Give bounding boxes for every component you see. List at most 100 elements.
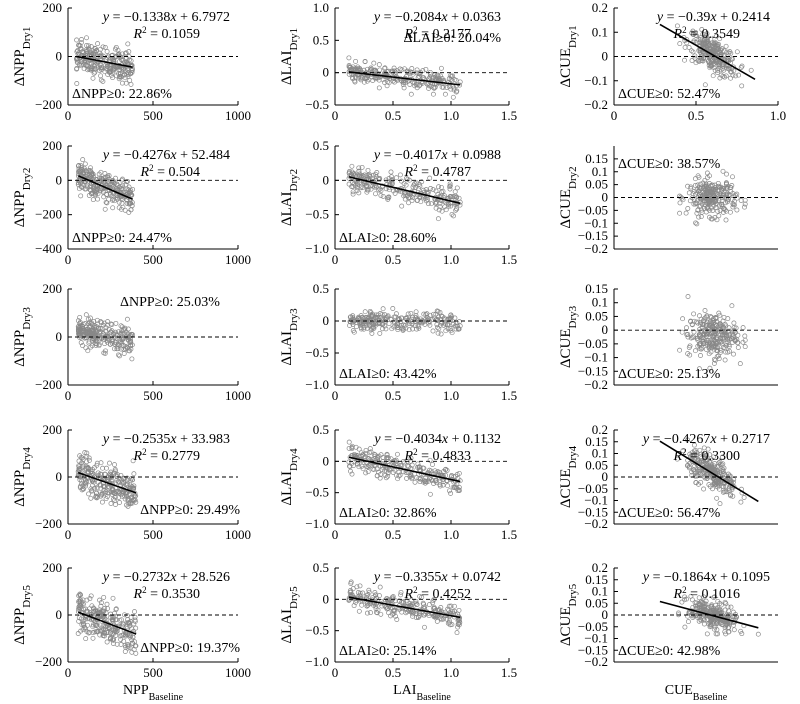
data-point xyxy=(363,183,369,188)
data-point xyxy=(720,168,726,174)
data-point xyxy=(693,191,699,197)
data-point xyxy=(380,193,386,199)
data-point xyxy=(124,477,130,483)
data-point xyxy=(706,343,712,349)
data-point xyxy=(714,217,720,223)
data-point xyxy=(128,187,134,193)
data-point xyxy=(735,345,741,350)
y-tick-label: 0 xyxy=(56,329,63,344)
data-point xyxy=(356,190,362,196)
data-point xyxy=(354,179,360,185)
data-point xyxy=(451,87,457,93)
data-point xyxy=(103,348,108,354)
data-point xyxy=(416,186,422,192)
y-axis-label: ΔLAIDry2 xyxy=(279,169,300,226)
data-point xyxy=(690,31,696,37)
data-point xyxy=(101,320,107,326)
positive-change-percentage: ΔCUE≥0: 52.47% xyxy=(618,87,721,102)
y-tick-label: −0.2 xyxy=(584,241,608,256)
positive-change-percentage: ΔLAI≥0: 28.60% xyxy=(339,231,437,246)
data-point xyxy=(697,346,703,352)
regression-equation: y = −0.2732x + 28.526 xyxy=(101,570,230,585)
data-point xyxy=(683,210,689,216)
data-point xyxy=(447,186,453,192)
x-tick-label: 1.5 xyxy=(501,108,517,123)
data-point xyxy=(401,193,407,199)
data-point xyxy=(711,330,717,336)
data-point xyxy=(715,328,721,334)
x-tick-label: 0.5 xyxy=(385,108,401,123)
data-point xyxy=(730,331,736,337)
data-point xyxy=(399,315,405,321)
data-point xyxy=(132,609,137,615)
y-tick-label: −0.5 xyxy=(305,207,329,222)
data-point xyxy=(85,469,91,475)
data-point xyxy=(78,329,84,335)
data-point xyxy=(104,639,110,645)
data-point xyxy=(699,337,705,343)
y-tick-label: 0 xyxy=(602,322,609,337)
data-point xyxy=(711,319,717,325)
data-point xyxy=(128,190,133,196)
data-point xyxy=(350,313,356,319)
y-tick-label: 0.2 xyxy=(592,560,608,575)
data-point xyxy=(358,322,364,328)
data-point xyxy=(362,172,368,178)
data-point xyxy=(389,68,395,74)
y-axis-label: ΔNPPDry3 xyxy=(12,307,33,367)
data-point xyxy=(353,324,359,330)
data-point xyxy=(724,197,730,203)
data-point xyxy=(722,207,728,213)
data-point xyxy=(693,200,699,206)
data-point xyxy=(103,329,109,335)
data-point xyxy=(103,489,109,494)
data-point xyxy=(438,615,444,621)
data-point xyxy=(76,466,82,472)
data-point xyxy=(694,210,700,216)
data-point xyxy=(110,184,116,190)
data-point xyxy=(696,189,702,194)
data-point xyxy=(410,192,416,198)
data-point xyxy=(115,53,121,59)
data-point xyxy=(118,346,124,352)
regression-equation: y = −0.1864x + 0.1095 xyxy=(641,570,770,585)
data-point xyxy=(94,317,100,323)
data-point xyxy=(362,58,368,64)
data-point xyxy=(364,325,370,331)
data-point xyxy=(740,325,746,331)
data-point xyxy=(347,323,353,328)
data-point xyxy=(397,172,403,178)
y-axis-label: ΔNPPDry2 xyxy=(12,168,33,228)
data-point xyxy=(702,41,708,47)
x-tick-label: 1.0 xyxy=(443,108,459,123)
data-point xyxy=(93,338,99,344)
data-point xyxy=(706,324,712,330)
data-point xyxy=(86,491,92,497)
data-point xyxy=(412,479,418,485)
data-point xyxy=(121,351,127,356)
data-point xyxy=(726,344,732,349)
data-point xyxy=(404,314,410,320)
data-point xyxy=(86,46,91,52)
data-point xyxy=(710,208,716,213)
data-point xyxy=(106,176,112,182)
data-point xyxy=(699,345,705,351)
y-axis-label: ΔCUEDry3 xyxy=(558,305,579,368)
data-point xyxy=(408,91,414,97)
data-point xyxy=(706,62,712,68)
data-point xyxy=(107,460,112,466)
data-point xyxy=(359,463,365,469)
data-point xyxy=(736,72,742,78)
y-tick-label: −0.5 xyxy=(305,97,329,112)
data-point xyxy=(443,207,449,213)
data-point xyxy=(400,327,406,333)
data-point xyxy=(704,339,710,345)
data-point xyxy=(708,183,714,189)
data-point xyxy=(741,495,747,500)
regression-equation: y = −0.3355x + 0.0742 xyxy=(372,570,501,585)
y-tick-label: 0.5 xyxy=(313,32,329,47)
data-point xyxy=(126,49,132,55)
data-point xyxy=(100,44,106,50)
y-axis-label: ΔLAIDry3 xyxy=(279,308,300,366)
